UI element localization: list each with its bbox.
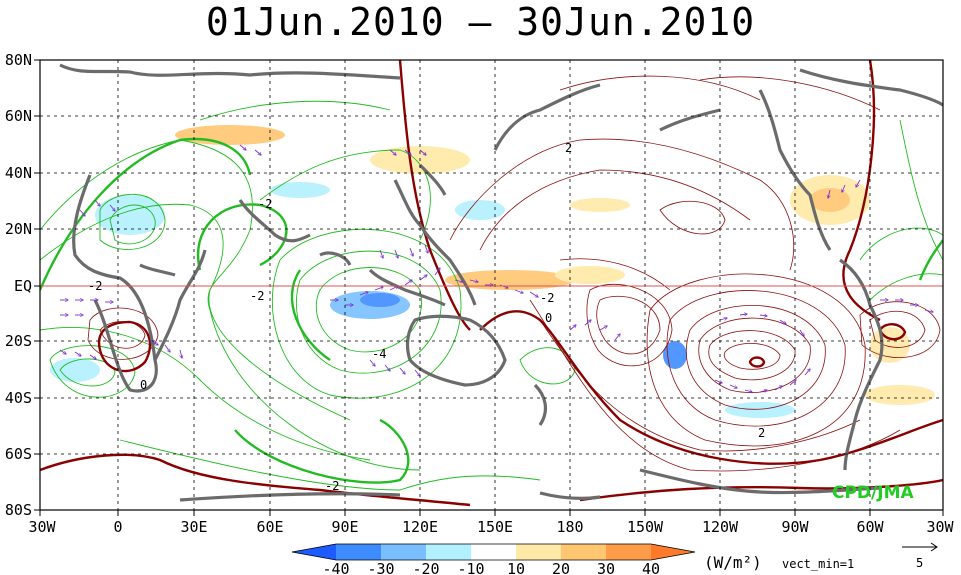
colorbar-bin [381,544,426,560]
contour-label: 2 [565,141,572,155]
lon-label: 90W [781,518,809,536]
plot-frame [39,59,944,511]
lat-label: 40S [5,389,32,407]
colorbar-bin [516,544,561,560]
lon-label: 150E [477,518,513,536]
lon-label: 60W [856,518,884,536]
contour-label: -2 [540,291,554,305]
lat-label: 80N [5,51,32,69]
units-label: (W/m²) [704,553,762,572]
reference-vector-label: 5 [916,556,923,570]
lon-label: 30W [28,518,56,536]
colorbar-bin [426,544,471,560]
lat-label: 80S [5,501,32,519]
colorbar-bin [336,544,381,560]
zero-contours-red [40,60,943,507]
lat-label: 20S [5,332,32,350]
colorbar-label: 30 [597,560,615,575]
contour-label: -4 [372,347,386,361]
lon-label: 120E [402,518,438,536]
credit-label: CPD/JMA [832,483,914,503]
positive-contours [87,75,941,472]
lon-label: 180 [556,518,583,536]
anomaly-shading [50,125,935,418]
contour-label: 2 [758,426,765,440]
colorbar-label: -20 [412,560,439,575]
colorbar-bin [471,544,516,560]
contour-label: 0 [545,311,552,325]
contour-label: -2 [325,479,339,493]
colorbar-label: 20 [552,560,570,575]
colorbar: -40 -30 -20 -10 10 20 30 40 [291,543,696,575]
lat-label: 20N [5,220,32,238]
lat-label: 40N [5,164,32,182]
lat-label: 60N [5,107,32,125]
colorbar-right-arrow [651,544,695,560]
colorbar-left-arrow [292,544,336,560]
longitude-axis: 30W 0 30E 60E 90E 120E 150E 180 150W 120… [28,510,955,536]
colorbar-label: 10 [507,560,525,575]
contour-label: 0 [140,378,147,392]
coastlines [59,63,943,502]
zero-contours-green [40,137,943,484]
colorbar-label: -40 [322,560,349,575]
graticule [40,60,943,510]
colorbar-label: -10 [457,560,484,575]
colorbar-label: -30 [367,560,394,575]
contour-labels: -2 -2 -2 -4 -2 0 0 -2 2 2 [88,141,765,493]
colorbar-bin [561,544,606,560]
lon-label: 30W [926,518,954,536]
latitude-axis: 80N 60N 40N 20N EQ 20S 40S 60S 80S [5,51,40,519]
contour-label: -2 [88,279,102,293]
lat-label: 60S [5,445,32,463]
lon-label: 150W [627,518,664,536]
chart-title: 01Jun.2010 – 30Jun.2010 [205,0,756,44]
lon-label: 30E [180,518,207,536]
wind-vectors [59,144,933,392]
colorbar-bin [606,544,651,560]
lon-label: 120W [702,518,739,536]
lon-label: 60E [256,518,283,536]
colorbar-label: 40 [642,560,660,575]
contour-label: -2 [250,289,264,303]
lon-label: 0 [113,518,122,536]
lon-label: 90E [331,518,358,536]
contour-label: -2 [258,197,272,211]
vector-min-label: vect_min=1 [782,557,854,571]
lat-label: EQ [14,277,32,295]
